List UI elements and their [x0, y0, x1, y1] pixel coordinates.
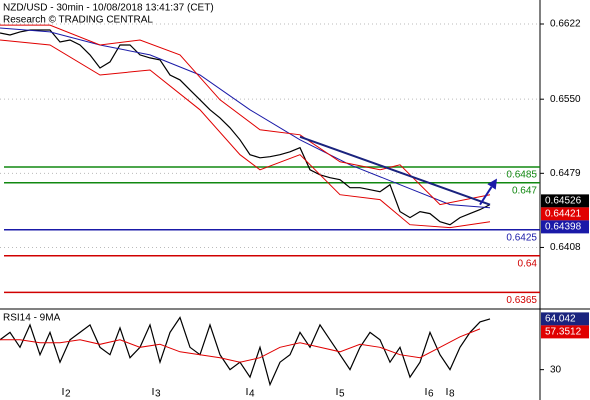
arrow-head [487, 178, 497, 190]
trendline [299, 135, 491, 206]
y-tick-label: 30 [550, 364, 562, 375]
x-tick-label: 2 [65, 389, 71, 400]
level-label: 0.6485 [506, 170, 537, 181]
series-line [0, 328, 481, 363]
price-label-box [541, 220, 589, 234]
series-line [0, 24, 491, 206]
y-tick-label: 0.6479 [550, 168, 581, 179]
x-tick-label: 4 [249, 389, 255, 400]
price-label: 64.042 [545, 314, 576, 325]
price-label-box [541, 207, 589, 221]
price-label-box [541, 325, 589, 339]
level-label: 0.6425 [506, 232, 537, 243]
forecast-arrow [479, 186, 493, 206]
price-label: 0.64421 [545, 209, 582, 220]
level-label: 0.6365 [506, 295, 537, 306]
series-line [0, 29, 491, 226]
price-label-box [541, 194, 589, 208]
x-tick-label: 3 [155, 389, 161, 400]
price-label: 0.64398 [545, 222, 582, 233]
price-label-box [541, 312, 589, 326]
rsi-title: RSI14 - 9MA [3, 313, 61, 324]
series-line [0, 316, 491, 387]
level-label: 0.647 [512, 185, 537, 196]
y-tick-label: 0.6408 [550, 242, 581, 253]
series-line [0, 39, 491, 229]
series-line [0, 27, 491, 209]
price-label: 57.3512 [545, 327, 582, 338]
y-tick-label: 0.6622 [550, 19, 581, 30]
level-label: 0.64 [518, 258, 538, 269]
x-tick-label: 6 [428, 389, 434, 400]
price-label: 0.64526 [545, 196, 582, 207]
x-tick-label: 8 [449, 389, 455, 400]
x-tick-label: 5 [339, 389, 345, 400]
chart-subtitle: Research © TRADING CENTRAL [3, 15, 153, 26]
chart-title: NZD/USD - 30min - 10/08/2018 13:41:37 (C… [3, 3, 214, 14]
y-tick-label: 0.6550 [550, 94, 581, 105]
